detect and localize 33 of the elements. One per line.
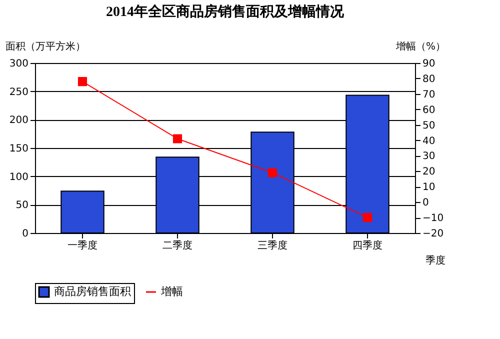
y-tick-label: 200 (9, 115, 28, 126)
y2-tick-label: 90 (422, 58, 436, 70)
x-tick-label: 四季度 (352, 240, 382, 252)
y-tick-label: 100 (9, 172, 28, 183)
y2-tick-label: −20 (422, 228, 444, 240)
chart-title: 2014年全区商品房销售面积及增幅情况 (106, 3, 345, 20)
y2-tick-label: 70 (422, 89, 436, 100)
y2-tick-label: 80 (422, 74, 436, 85)
y-tick-label: 150 (9, 144, 28, 154)
y-tick-label: 50 (16, 200, 28, 212)
legend-label: 商品房销售面积 (54, 285, 131, 298)
y2-tick-label: 60 (422, 104, 436, 116)
x-tick-label: 二季度 (162, 240, 192, 252)
y2-tick-label: 20 (422, 166, 436, 178)
y-axis-title: 面积（万平方米） (6, 40, 86, 52)
y2-tick-label: 10 (422, 182, 436, 194)
y2-tick-label: 40 (422, 136, 436, 147)
y2-axis-title: 增幅（%） (394, 40, 446, 52)
point (268, 168, 278, 178)
y-tick-label: 250 (9, 86, 28, 98)
y2-tick-label: 0 (422, 198, 429, 209)
y-tick-label: 0 (22, 228, 28, 240)
y-tick-label: 300 (9, 58, 28, 70)
legend-label: 增幅 (160, 285, 183, 298)
x-tick-label: 一季度 (68, 240, 98, 252)
y2-tick-label: 30 (422, 151, 436, 162)
y2-tick-label: −10 (422, 213, 444, 224)
y2-tick-label: 50 (422, 120, 436, 132)
x-tick-label: 三季度 (258, 240, 288, 252)
point (362, 213, 372, 222)
x-axis-title: 季度 (426, 254, 446, 266)
point (78, 77, 88, 86)
point (172, 134, 182, 144)
